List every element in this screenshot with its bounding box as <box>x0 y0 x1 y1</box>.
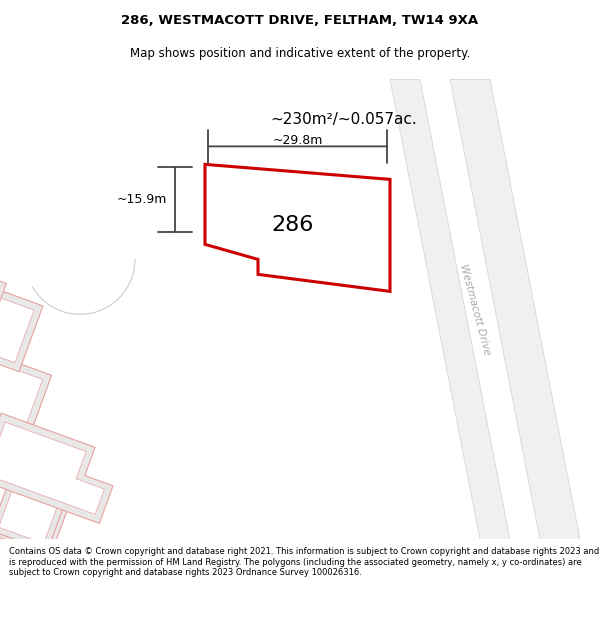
Polygon shape <box>450 79 580 539</box>
Text: Map shows position and indicative extent of the property.: Map shows position and indicative extent… <box>130 47 470 59</box>
Polygon shape <box>0 286 43 372</box>
Polygon shape <box>0 286 10 361</box>
Polygon shape <box>0 478 62 544</box>
Text: Contains OS data © Crown copyright and database right 2021. This information is : Contains OS data © Crown copyright and d… <box>9 548 599 578</box>
Text: ~230m²/~0.057ac.: ~230m²/~0.057ac. <box>270 112 417 127</box>
Text: Westmacott Drive: Westmacott Drive <box>458 262 492 356</box>
Polygon shape <box>0 313 9 432</box>
Polygon shape <box>0 442 69 552</box>
Polygon shape <box>0 353 52 441</box>
Text: 286: 286 <box>272 214 314 234</box>
Text: ~29.8m: ~29.8m <box>272 134 323 148</box>
Polygon shape <box>0 422 104 514</box>
Polygon shape <box>0 452 61 543</box>
Text: 286, WESTMACOTT DRIVE, FELTHAM, TW14 9XA: 286, WESTMACOTT DRIVE, FELTHAM, TW14 9XA <box>121 14 479 27</box>
Polygon shape <box>0 413 113 523</box>
Polygon shape <box>0 469 70 551</box>
Polygon shape <box>0 424 56 541</box>
Polygon shape <box>0 332 21 435</box>
Polygon shape <box>0 309 18 441</box>
Polygon shape <box>0 362 43 432</box>
Polygon shape <box>0 294 34 362</box>
Polygon shape <box>205 164 390 291</box>
Polygon shape <box>0 342 12 426</box>
Polygon shape <box>390 79 510 539</box>
Polygon shape <box>0 277 19 369</box>
Polygon shape <box>0 414 65 551</box>
Text: ~15.9m: ~15.9m <box>116 193 167 206</box>
Polygon shape <box>0 253 7 378</box>
